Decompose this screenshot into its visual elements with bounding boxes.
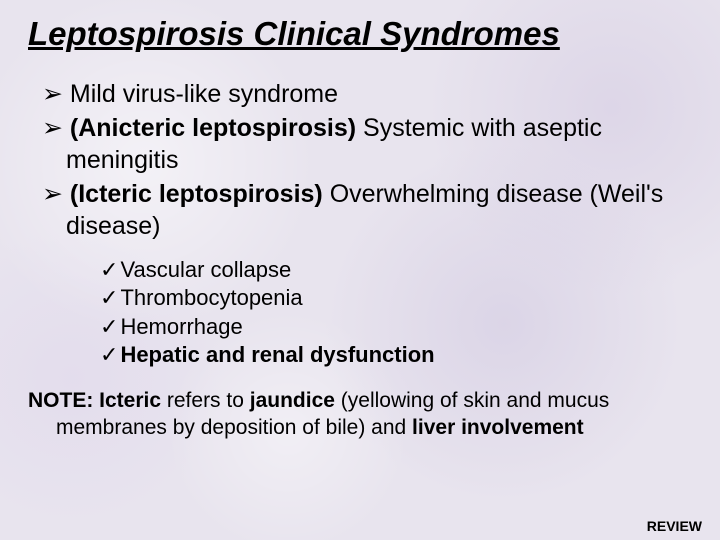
sub-hemorrhage: Hemorrhage [100, 313, 692, 342]
icteric-label: (Icteric leptospirosis) [70, 180, 323, 208]
main-bullet-list: Mild virus-like syndrome (Anicteric lept… [28, 78, 692, 242]
note-mid1: refers to [161, 389, 250, 412]
review-label: REVIEW [647, 518, 702, 534]
sub-vascular: Vascular collapse [100, 256, 692, 285]
anicteric-label: (Anicteric leptospirosis) [70, 114, 356, 142]
bullet-mild-syndrome: Mild virus-like syndrome [42, 78, 692, 110]
sub-thrombo: Thrombocytopenia [100, 284, 692, 313]
note-liver: liver involvement [412, 416, 584, 439]
note-text: NOTE: Icteric refers to jaundice (yellow… [28, 388, 692, 442]
sub-bullet-list: Vascular collapse Thrombocytopenia Hemor… [28, 256, 692, 370]
bullet-icteric: (Icteric leptospirosis) Overwhelming dis… [42, 178, 692, 242]
slide-title: Leptospirosis Clinical Syndromes [28, 14, 692, 54]
note-jaundice: jaundice [250, 389, 335, 412]
note-label: NOTE: Icteric [28, 389, 161, 412]
bullet-anicteric: (Anicteric leptospirosis) Systemic with … [42, 112, 692, 176]
slide-container: Leptospirosis Clinical Syndromes Mild vi… [0, 0, 720, 540]
sub-hepatic-renal: Hepatic and renal dysfunction [100, 341, 692, 370]
sub-hepatic-renal-text: Hepatic and renal dysfunction [120, 342, 434, 367]
